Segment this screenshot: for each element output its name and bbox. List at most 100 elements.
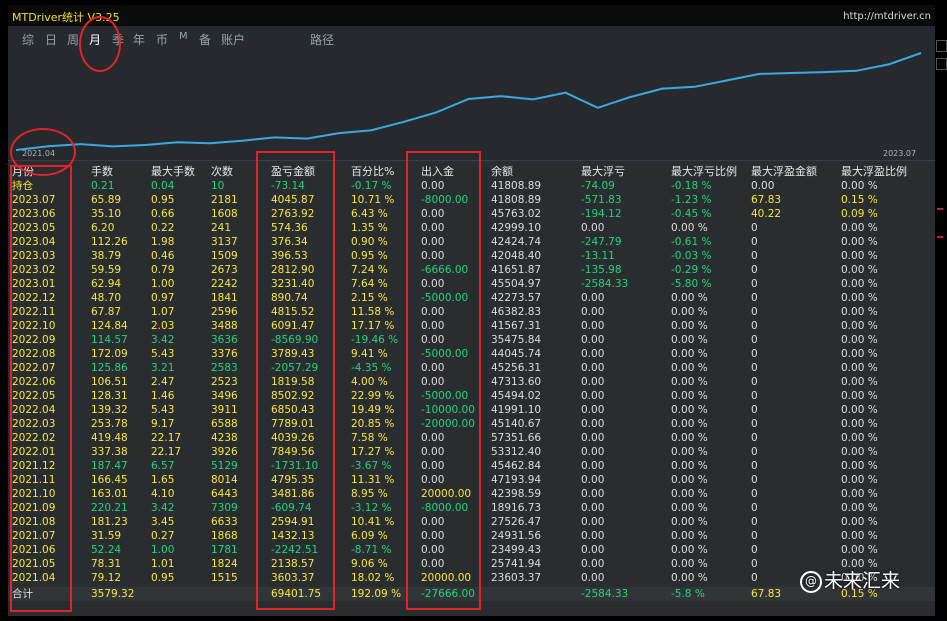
table-total-row[interactable]: 合计 3579.32 69401.75 192.09 % -27666.00 -2584.… bbox=[8, 587, 935, 601]
table-row[interactable]: 2023.04 112.26 1.98 3137 376.34 0.90 % 0.00 424… bbox=[8, 235, 935, 249]
table-row[interactable]: 2022.05 128.31 1.46 3496 8502.92 22.99 % -5000… bbox=[8, 389, 935, 403]
table-cell: 57351.66 bbox=[491, 432, 542, 444]
column-header[interactable]: 出入金 bbox=[421, 165, 454, 178]
tab-6[interactable]: 币 bbox=[156, 33, 169, 47]
table-row[interactable]: 2022.03 253.78 9.17 6588 7789.01 20.85 % -2000… bbox=[8, 417, 935, 431]
table-row[interactable]: 2021.05 78.31 1.01 1824 2138.57 9.06 % 0.00 257… bbox=[8, 557, 935, 571]
column-header[interactable]: 次数 bbox=[211, 165, 233, 178]
table-row[interactable]: 2022.10 124.84 2.03 3488 6091.47 17.17 % 0.00 4… bbox=[8, 319, 935, 333]
table-cell: 0.00 bbox=[421, 306, 445, 318]
table-cell: 0.00 % bbox=[671, 404, 708, 416]
table-row[interactable]: 2023.01 62.94 1.00 2242 3231.40 7.64 % 0.00 455… bbox=[8, 277, 935, 291]
column-header[interactable]: 最大浮亏比例 bbox=[671, 165, 737, 178]
column-header[interactable]: 最大手数 bbox=[151, 165, 195, 178]
table-row[interactable]: 2022.04 139.32 5.43 3911 6850.43 19.49 % -1000… bbox=[8, 403, 935, 417]
table-cell: -8000.00 bbox=[421, 194, 469, 206]
table-row[interactable]: 2022.08 172.09 5.43 3376 3789.43 9.41 % -5000.… bbox=[8, 347, 935, 361]
table-cell: 19.49 % bbox=[351, 404, 395, 416]
table-cell: 3579.32 bbox=[91, 588, 135, 600]
table-row[interactable]: 2021.06 52.24 1.00 1781 -2242.51 -8.71 % 0.00 2… bbox=[8, 543, 935, 557]
table-row[interactable]: 2023.06 35.10 0.66 1608 2763.92 6.43 % 0.00 457… bbox=[8, 207, 935, 221]
column-header[interactable]: 最大浮亏 bbox=[581, 165, 625, 178]
table-row[interactable]: 2022.02 419.48 22.17 4238 4039.26 7.58 % 0.00 5… bbox=[8, 431, 935, 445]
table-row[interactable]: 2022.07 125.86 3.21 2583 -2057.29 -4.35 % 0.00… bbox=[8, 361, 935, 375]
tab-0[interactable]: 综 bbox=[22, 33, 35, 47]
table-cell: 7789.01 bbox=[271, 418, 315, 430]
table-cell: -10000.00 bbox=[421, 404, 475, 416]
table-cell: 0.00 % bbox=[671, 292, 708, 304]
table-row[interactable]: 2023.03 38.79 0.46 1509 396.53 0.95 % 0.00 4204… bbox=[8, 249, 935, 263]
tab-2[interactable]: 周 bbox=[67, 33, 80, 47]
table-row[interactable]: 2021.09 220.21 3.42 7309 -609.74 -3.12 % -8000… bbox=[8, 501, 935, 515]
table-cell: 2022.03 bbox=[12, 418, 56, 430]
table-cell: -0.03 % bbox=[671, 250, 712, 262]
tab-10[interactable]: 路径 bbox=[310, 33, 335, 47]
table-cell: 7.24 % bbox=[351, 264, 388, 276]
table-cell: 5.43 bbox=[151, 348, 175, 360]
table-cell: 0.00 bbox=[581, 390, 605, 402]
table-row[interactable]: 2023.05 6.20 0.22 241 574.36 1.35 % 0.00 42999.… bbox=[8, 221, 935, 235]
tab-3[interactable]: 月 bbox=[89, 33, 102, 47]
table-cell: -5000.00 bbox=[421, 348, 469, 360]
column-header[interactable]: 最大浮盈比例 bbox=[841, 165, 907, 178]
table-cell: 3488 bbox=[211, 320, 238, 332]
column-header[interactable]: 百分比% bbox=[351, 165, 395, 178]
table-row[interactable]: 2022.01 337.38 22.17 3926 7849.56 17.27 % 0.00… bbox=[8, 445, 935, 459]
table-cell: 0.15 % bbox=[841, 194, 878, 206]
table-row[interactable]: 2021.10 163.01 4.10 6443 3481.86 8.95 % 20000.… bbox=[8, 487, 935, 501]
table-cell: 35.10 bbox=[91, 208, 122, 220]
column-header[interactable]: 月份 bbox=[12, 165, 34, 178]
site-url-link[interactable]: http://mtdriver.cn bbox=[843, 11, 931, 22]
table-cell: 0.00 bbox=[581, 474, 605, 486]
column-header[interactable]: 最大浮盈金额 bbox=[751, 165, 817, 178]
table-cell: -13.11 bbox=[581, 250, 615, 262]
table-cell: 2023.01 bbox=[12, 278, 56, 290]
table-cell: 47313.60 bbox=[491, 376, 542, 388]
edge-mark-1 bbox=[937, 208, 943, 210]
table-row[interactable]: 2022.09 114.57 3.42 3636 -8569.90 -19.46 % 0.0… bbox=[8, 333, 935, 347]
table-cell: 41567.31 bbox=[491, 320, 542, 332]
table-cell: 62.94 bbox=[91, 278, 122, 290]
table-row[interactable]: 2021.08 181.23 3.45 6633 2594.91 10.41 % 0.00 2… bbox=[8, 515, 935, 529]
table-row[interactable]: 2021.07 31.59 0.27 1868 1432.13 6.09 % 0.00 249… bbox=[8, 529, 935, 543]
table-cell: 0.00 bbox=[421, 208, 445, 220]
tab-5[interactable]: 年 bbox=[133, 33, 146, 47]
table-cell: -0.17 % bbox=[351, 180, 392, 192]
table-row[interactable]: 2022.11 67.87 1.07 2596 4815.52 11.58 % 0.00 46… bbox=[8, 305, 935, 319]
table-cell: 23499.43 bbox=[491, 544, 542, 556]
column-header[interactable]: 盈亏金额 bbox=[271, 165, 315, 178]
table-cell: 10 bbox=[211, 180, 225, 192]
table-row[interactable]: 2023.07 65.89 0.95 2181 4045.87 10.71 % -8000.… bbox=[8, 193, 935, 207]
column-header[interactable]: 手数 bbox=[91, 165, 113, 178]
column-header[interactable]: 余额 bbox=[491, 165, 513, 178]
tab-8[interactable]: 备 bbox=[199, 33, 212, 47]
table-row[interactable]: 持仓 0.21 0.04 10 -73.14 -0.17 % 0.00 41808.89 -74… bbox=[8, 179, 935, 193]
table-row[interactable]: 2021.12 187.47 6.57 5129 -1731.10 -3.67 % 0.00… bbox=[8, 459, 935, 473]
table-cell: 4238 bbox=[211, 432, 238, 444]
tab-4[interactable]: 季 bbox=[112, 33, 125, 47]
table-row[interactable]: 2022.06 106.51 2.47 2523 1819.58 4.00 % 0.00 47… bbox=[8, 375, 935, 389]
table-cell: 0.00 % bbox=[841, 502, 878, 514]
table-cell: 0.00 % bbox=[841, 460, 878, 472]
tab-1[interactable]: 日 bbox=[45, 33, 58, 47]
table-cell: 0.00 % bbox=[841, 236, 878, 248]
table-cell: 1824 bbox=[211, 558, 238, 570]
table-cell: 42048.40 bbox=[491, 250, 542, 262]
table-cell: 0.00 bbox=[581, 558, 605, 570]
table-cell: 79.12 bbox=[91, 572, 122, 584]
table-row[interactable]: 2021.11 166.45 1.65 8014 4795.35 11.31 % 0.00 4… bbox=[8, 473, 935, 487]
table-cell: 0 bbox=[751, 264, 758, 276]
table-cell: 35475.84 bbox=[491, 334, 542, 346]
table-row[interactable]: 2023.02 59.59 0.79 2673 2812.90 7.24 % -6666.0… bbox=[8, 263, 935, 277]
table-cell: 0 bbox=[751, 334, 758, 346]
table-cell: 7849.56 bbox=[271, 446, 315, 458]
table-row[interactable]: 2021.04 79.12 0.95 1515 3603.37 18.02 % 20000.… bbox=[8, 571, 935, 585]
tab-9[interactable]: 账户 bbox=[221, 33, 246, 47]
tab-7[interactable]: M bbox=[179, 31, 188, 42]
table-row[interactable]: 2022.12 48.70 0.97 1841 890.74 2.15 % -5000.00… bbox=[8, 291, 935, 305]
table-cell: 0.00 bbox=[581, 530, 605, 542]
table-cell: 45504.97 bbox=[491, 278, 542, 290]
table-cell: 3496 bbox=[211, 390, 238, 402]
table-cell: 0.21 bbox=[91, 180, 115, 192]
table-cell: 52.24 bbox=[91, 544, 122, 556]
